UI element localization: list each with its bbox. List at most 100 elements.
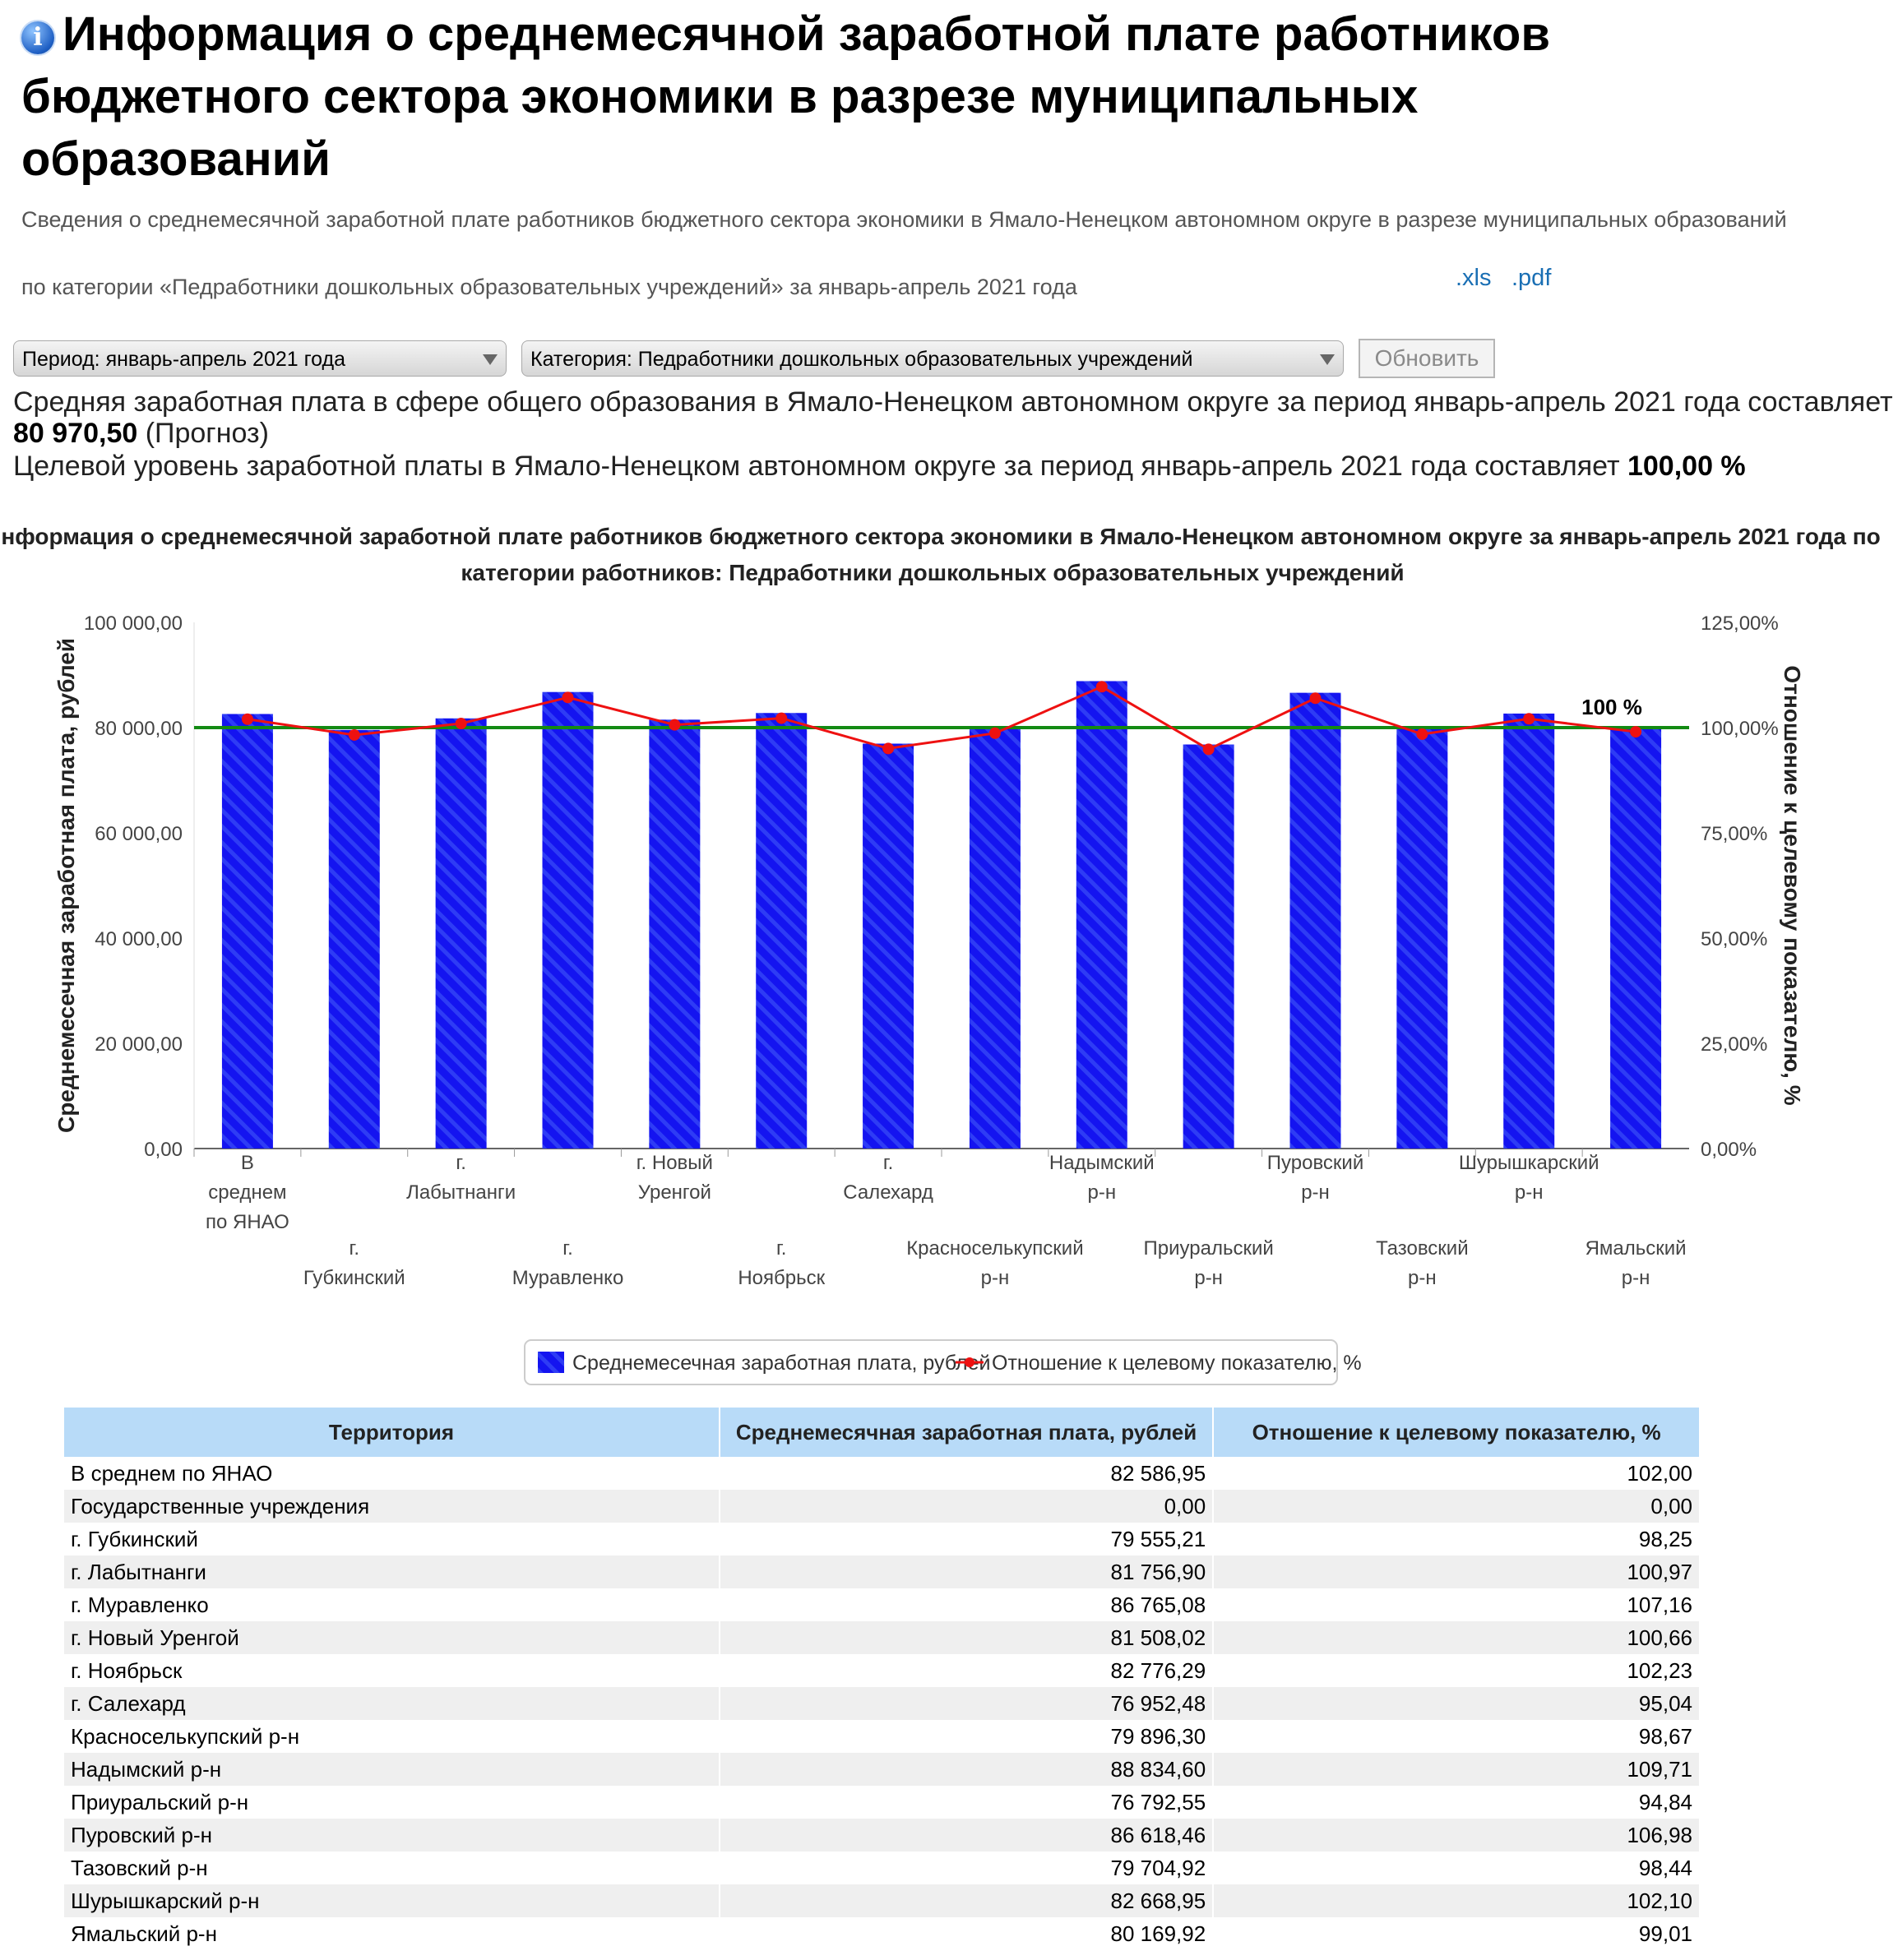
x-tick-label: среднем — [208, 1181, 286, 1204]
download-pdf-link[interactable]: .pdf — [1511, 265, 1552, 291]
x-tick-label: р-н — [981, 1267, 1010, 1289]
ratio-point — [1630, 726, 1642, 738]
bar — [756, 713, 808, 1149]
average-salary-value: 80 970,50 — [13, 418, 138, 449]
x-tick-label: р-н — [1087, 1181, 1116, 1204]
x-tick-label: Ямальский — [1586, 1237, 1687, 1260]
table-cell-ratio: 100,66 — [1213, 1621, 1701, 1654]
table-cell-territory: Надымский р-н — [64, 1753, 720, 1786]
table-cell-ratio: 100,97 — [1213, 1556, 1701, 1588]
y-tick-label: 40 000,00 — [95, 928, 183, 950]
bar — [542, 691, 594, 1149]
table-row: г. Губкинский 79 555,21 98,25 — [64, 1523, 1701, 1556]
x-tick-label: Уренгой — [638, 1181, 711, 1204]
category-select[interactable]: Категория: Педработники дошкольных образ… — [521, 340, 1344, 377]
page-subtitle-line2: по категории «Педработники дошкольных об… — [21, 275, 1077, 299]
table-cell-territory: Тазовский р-н — [64, 1851, 720, 1884]
y-axis-title: Среднемесечная заработная плата, рублей — [53, 638, 79, 1133]
target-line-label: 100 % — [1581, 695, 1642, 719]
table-row: Красноселькупский р-н 79 896,30 98,67 — [64, 1720, 1701, 1753]
page-title: i Информация о среднемесячной заработной … — [21, 3, 1584, 191]
salary-chart: Информация о среднемесячной заработной п… — [0, 524, 1881, 1385]
table-cell-salary: 80 169,92 — [719, 1917, 1215, 1950]
ratio-point — [1202, 743, 1215, 756]
table-header-territory: Территория — [64, 1408, 720, 1457]
x-tick-label: Тазовский — [1376, 1237, 1469, 1260]
y2-tick-label: 75,00% — [1701, 823, 1767, 845]
y2-tick-label: 125,00% — [1701, 612, 1779, 635]
table-cell-salary: 82 586,95 — [719, 1457, 1215, 1490]
period-select[interactable]: Период: январь-апрель 2021 года — [13, 340, 507, 377]
ratio-point — [1416, 728, 1428, 740]
table-cell-salary: 82 668,95 — [719, 1884, 1215, 1917]
table-cell-ratio: 102,10 — [1213, 1884, 1701, 1917]
table-cell-territory: г. Лабытнанги — [64, 1556, 720, 1588]
ratio-point — [348, 728, 360, 741]
table-cell-territory: Ямальский р-н — [64, 1917, 720, 1950]
x-tick-label: г. Новый — [637, 1152, 713, 1174]
table-cell-ratio: 102,23 — [1213, 1654, 1701, 1687]
legend-line-label: Отношение к целевому показателю, % — [992, 1352, 1362, 1375]
info-icon: i — [21, 21, 54, 54]
table-cell-ratio: 98,25 — [1213, 1523, 1701, 1556]
x-tick-label: г. — [883, 1152, 894, 1174]
table-cell-territory: Приуральский р-н — [64, 1786, 720, 1819]
ratio-point — [455, 718, 467, 730]
table-cell-ratio: 94,84 — [1213, 1786, 1701, 1819]
table-cell-salary: 81 756,90 — [719, 1556, 1215, 1588]
x-tick-label: г. — [562, 1237, 573, 1260]
target-level-summary: Целевой уровень заработной платы в Ямало… — [13, 451, 1746, 483]
table-cell-ratio: 109,71 — [1213, 1753, 1701, 1786]
y-tick-label: 0,00 — [144, 1139, 183, 1161]
legend-bar-label: Среднемесечная заработная плата, рублей — [572, 1352, 990, 1375]
page-subtitle-line1: Сведения о среднемесячной заработной пла… — [21, 207, 1787, 232]
bar — [969, 728, 1021, 1149]
y2-tick-label: 50,00% — [1701, 928, 1767, 950]
x-tick-label: Губкинский — [303, 1267, 405, 1289]
table-cell-territory: В среднем по ЯНАО — [64, 1457, 720, 1490]
table-row: г. Ноябрьск 82 776,29 102,23 — [64, 1654, 1701, 1687]
y-tick-label: 60 000,00 — [95, 823, 183, 845]
bar — [1076, 681, 1127, 1149]
ratio-point — [1523, 713, 1535, 725]
x-tick-label: Красноселькупский — [906, 1237, 1083, 1260]
table-cell-salary: 86 618,46 — [719, 1819, 1215, 1851]
x-tick-label: Пуровский — [1267, 1152, 1363, 1174]
bar — [221, 714, 273, 1149]
target-level-text: Целевой уровень заработной платы в Ямало… — [13, 451, 1620, 482]
refresh-button[interactable]: Обновить — [1359, 339, 1495, 378]
bar — [1183, 744, 1234, 1149]
ratio-point — [775, 712, 788, 724]
chart-title: Информация о среднемесячной заработной п… — [0, 524, 1881, 549]
x-tick-label: Приуральский — [1144, 1237, 1274, 1260]
table-row: г. Салехард 76 952,48 95,04 — [64, 1687, 1701, 1720]
ratio-point — [241, 713, 253, 725]
x-tick-label: Шурышкарский — [1459, 1152, 1599, 1174]
bar — [1503, 713, 1555, 1149]
table-cell-ratio: 0,00 — [1213, 1490, 1701, 1523]
bar — [649, 719, 701, 1149]
table-cell-territory: г. Салехард — [64, 1687, 720, 1720]
bar — [1396, 728, 1448, 1149]
download-xls-link[interactable]: .xls — [1456, 265, 1492, 291]
table-cell-salary: 79 555,21 — [719, 1523, 1215, 1556]
table-row: г. Лабытнанги 81 756,90 100,97 — [64, 1556, 1701, 1588]
table-cell-salary: 76 952,48 — [719, 1687, 1215, 1720]
bar — [1610, 726, 1662, 1149]
chevron-down-icon — [1320, 354, 1335, 365]
table-row: Пуровский р-н 86 618,46 106,98 — [64, 1819, 1701, 1851]
table-cell-territory: г. Муравленко — [64, 1588, 720, 1621]
table-cell-territory: Шурышкарский р-н — [64, 1884, 720, 1917]
legend-line-marker — [965, 1357, 974, 1367]
salary-table: Территория Среднемесячная заработная пла… — [64, 1408, 1701, 1950]
legend-bar-swatch — [538, 1352, 564, 1373]
table-cell-ratio: 107,16 — [1213, 1588, 1701, 1621]
x-tick-label: г. — [350, 1237, 360, 1260]
y2-tick-label: 100,00% — [1701, 718, 1779, 740]
x-tick-label: Надымский — [1049, 1152, 1155, 1174]
table-cell-ratio: 98,67 — [1213, 1720, 1701, 1753]
x-tick-label: р-н — [1515, 1181, 1544, 1204]
x-tick-label: Ноябрьск — [738, 1267, 825, 1289]
period-select-value: Период: январь-апрель 2021 года — [22, 348, 346, 371]
table-cell-salary: 88 834,60 — [719, 1753, 1215, 1786]
